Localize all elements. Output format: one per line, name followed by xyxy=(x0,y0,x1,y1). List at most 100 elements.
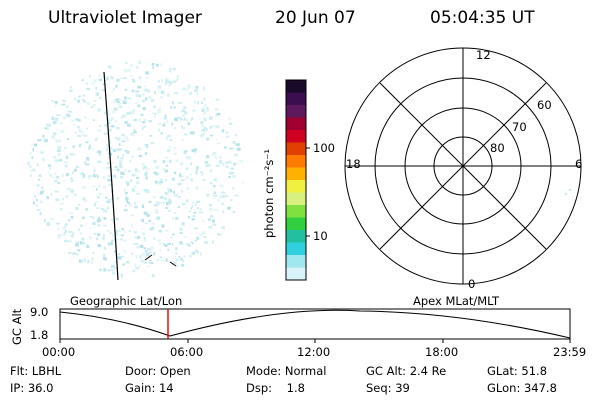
uv-speckle xyxy=(167,135,171,138)
colorbar-block xyxy=(286,130,306,143)
uv-speckle xyxy=(111,268,115,272)
uv-speckle xyxy=(136,170,140,173)
uv-speckle xyxy=(181,138,184,142)
uv-speckle xyxy=(158,106,162,109)
uv-speckle xyxy=(42,189,45,193)
uv-speckle xyxy=(156,216,161,220)
uv-speckle xyxy=(221,202,224,206)
uv-speckle xyxy=(161,258,165,262)
uv-speckle xyxy=(158,202,162,204)
colorbar-block xyxy=(286,142,306,156)
uv-speckle xyxy=(182,114,185,117)
uv-speckle xyxy=(201,173,204,176)
uv-speckle xyxy=(202,88,205,92)
uv-speckle xyxy=(202,231,205,234)
orbit-ylabel: GC Alt xyxy=(10,308,24,345)
uv-speckle xyxy=(206,137,210,141)
uv-speckle xyxy=(166,136,168,140)
colorbar-block xyxy=(286,217,306,231)
uv-speckle xyxy=(176,75,179,78)
uv-speckle xyxy=(98,216,101,221)
uv-speckle xyxy=(122,99,125,102)
uv-speckle xyxy=(191,242,194,244)
uv-speckle xyxy=(124,149,128,153)
uv-speckle xyxy=(190,241,193,243)
uv-speckle xyxy=(115,177,118,179)
uv-speckle xyxy=(52,132,57,136)
uv-speckle xyxy=(94,173,98,176)
orbit-xtick-0: 00:00 xyxy=(42,345,76,359)
uv-speckle xyxy=(62,173,64,177)
uv-speckle xyxy=(213,208,218,211)
uv-speckle xyxy=(116,78,120,82)
uv-speckle xyxy=(114,250,117,253)
uv-speckle xyxy=(130,132,135,136)
uv-speckle xyxy=(174,92,178,95)
uv-speckle xyxy=(216,142,221,145)
uv-speckle xyxy=(201,133,205,136)
uv-speckle xyxy=(139,80,142,83)
uv-speckle xyxy=(115,84,118,88)
uv-speckle xyxy=(163,242,165,246)
uv-speckle xyxy=(107,242,111,246)
uv-speckle xyxy=(228,122,233,125)
uv-speckle xyxy=(235,143,240,146)
uv-speckle xyxy=(202,106,205,109)
uv-speckle xyxy=(176,77,179,81)
uv-speckle xyxy=(165,207,169,209)
uv-speckle xyxy=(124,188,126,192)
uv-speckle xyxy=(134,263,137,267)
uv-speckle xyxy=(109,119,112,122)
uv-speckle xyxy=(115,217,119,221)
uv-speckle xyxy=(141,228,143,230)
uv-speckle xyxy=(130,224,133,228)
uv-speckle xyxy=(50,217,54,221)
uv-speckle xyxy=(88,74,91,78)
uv-speckle xyxy=(186,119,188,121)
uv-speckle xyxy=(163,201,165,204)
colorbar-block xyxy=(286,205,306,218)
uv-speckle xyxy=(77,99,80,103)
uv-speckle xyxy=(191,117,194,120)
uv-speckle xyxy=(234,153,238,157)
uv-speckle xyxy=(193,100,197,104)
uv-speckle xyxy=(159,178,163,182)
uv-speckle xyxy=(133,128,136,132)
uv-speckle xyxy=(195,203,197,207)
uv-speckle xyxy=(166,120,169,123)
uv-speckle xyxy=(92,148,95,151)
uv-speckle xyxy=(55,117,59,121)
uv-speckle xyxy=(193,148,198,151)
uv-speckle xyxy=(191,202,195,204)
uv-speckle xyxy=(146,76,149,79)
uv-speckle xyxy=(107,175,111,178)
uv-speckle xyxy=(72,171,75,174)
uv-speckle xyxy=(95,92,99,96)
uv-speckle xyxy=(129,160,132,163)
uv-speckle xyxy=(169,189,173,193)
uv-speckle xyxy=(131,188,135,192)
uv-speckle xyxy=(103,257,107,261)
uv-speckle xyxy=(85,208,88,211)
uv-speckle xyxy=(64,239,68,243)
uv-speckle xyxy=(125,197,129,200)
uv-speckle xyxy=(180,162,183,166)
uv-speckle xyxy=(75,118,79,121)
uv-speckle xyxy=(125,62,128,64)
uv-speckle xyxy=(136,177,140,180)
glat-info: GLat: 51.8 xyxy=(487,364,548,378)
uv-speckle xyxy=(156,201,160,205)
uv-speckle xyxy=(175,159,179,162)
uv-speckle xyxy=(127,97,131,100)
uv-speckle xyxy=(97,219,101,223)
uv-speckle xyxy=(104,132,108,135)
uv-speckle xyxy=(181,179,185,182)
uv-speckle xyxy=(183,127,186,130)
uv-speckle xyxy=(219,184,224,188)
filter-info: Flt: LBHL xyxy=(10,364,62,378)
uv-speckle xyxy=(215,158,218,160)
uv-speckle xyxy=(104,209,108,213)
uv-speckle xyxy=(203,86,206,90)
uv-speckle xyxy=(103,253,106,257)
